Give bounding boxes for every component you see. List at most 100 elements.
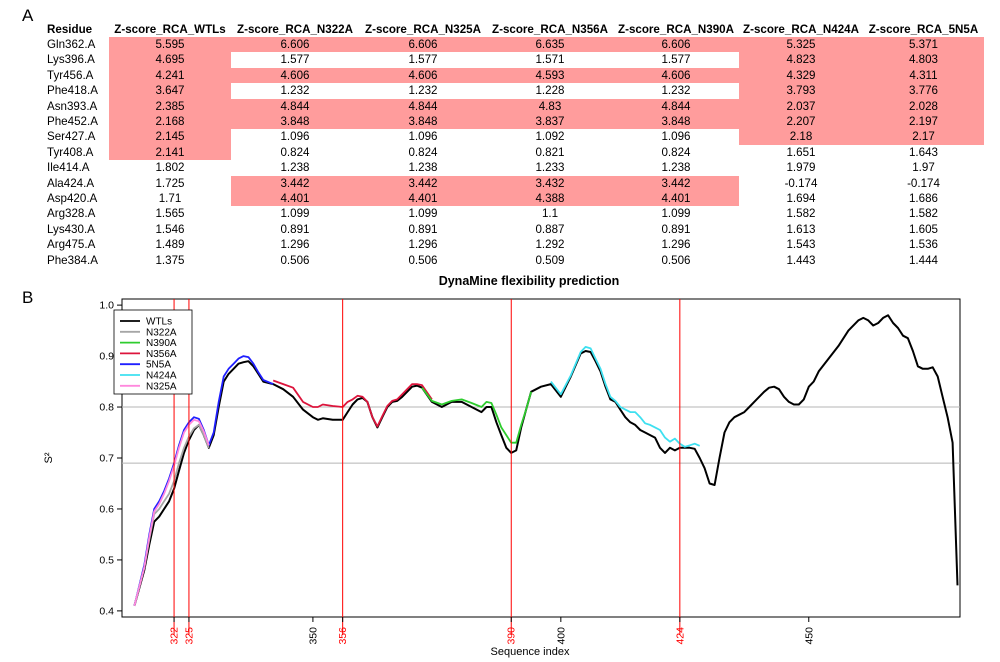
zscore-cell: 3.793	[739, 83, 863, 99]
zscore-cell: 3.442	[231, 175, 359, 192]
y-tick-label: 0.4	[99, 605, 114, 617]
zscore-cell: 1.099	[280, 207, 310, 221]
zscore-cell: 4.844	[231, 98, 359, 115]
zscore-cell: 2.141	[109, 144, 231, 161]
series-line-n424a	[550, 346, 701, 448]
zscore-cell: 0.509	[535, 253, 565, 267]
zscore-cell: 4.803	[863, 52, 984, 68]
x-tick-label: 424	[674, 627, 686, 645]
zscore-cell: 2.168	[109, 114, 231, 130]
zscore-cell: 5.325	[739, 37, 863, 53]
zscore-cell: 1.296	[661, 238, 691, 252]
zscore-cell: 3.647	[109, 83, 231, 99]
column-header: Z-score_RCA_5N5A	[868, 23, 979, 36]
zscore-cell: 4.606	[359, 67, 487, 84]
zscore-cell: 4.606	[613, 67, 739, 84]
x-tick-label: 350	[307, 627, 319, 645]
zscore-cell: 1.096	[280, 130, 310, 144]
zscore-cell: 4.401	[231, 191, 359, 207]
column-header: Z-score_RCA_N325A	[365, 23, 481, 36]
zscore-cell: 0.824	[280, 145, 310, 159]
zscore-cell: 0.824	[408, 145, 438, 159]
zscore-cell: 1.238	[408, 161, 438, 175]
residue-cell: Tyr456.A	[47, 68, 94, 82]
legend-label: N325A	[146, 381, 177, 392]
zscore-cell: 1.651	[786, 145, 816, 159]
residue-cell: Ile414.A	[47, 161, 90, 175]
zscore-cell: 1.613	[786, 222, 816, 236]
zscore-cell: 1.565	[155, 207, 185, 221]
zscore-cell: 1.686	[908, 192, 938, 206]
table-row: Tyr456.A 4.241 4.606 4.606 4.593 4.606 4.329 4.…	[43, 67, 984, 84]
zscore-cell: 1.444	[908, 253, 938, 267]
y-tick-label: 0.5	[99, 554, 114, 566]
zscore-cell: 4.311	[863, 67, 984, 84]
x-tick-label: 356	[337, 627, 349, 645]
zscore-cell: 3.848	[613, 114, 739, 130]
column-header: Z-score_RCA_WTLs	[114, 23, 226, 36]
series-line-wtls	[133, 314, 959, 607]
zscore-cell: 1.232	[280, 84, 310, 98]
residue-cell: Phe384.A	[47, 253, 98, 267]
zscore-cell: 1.296	[280, 238, 310, 252]
zscore-cell: 4.823	[739, 52, 863, 68]
series-line-n390a	[421, 387, 532, 444]
zscore-cell: 3.776	[863, 83, 984, 99]
zscore-cell: 1.292	[535, 238, 565, 252]
zscore-cell: 1.577	[280, 53, 310, 67]
y-tick-label: 0.8	[99, 402, 114, 414]
zscore-cell: 0.506	[661, 253, 691, 267]
zscore-cell: 3.432	[487, 175, 613, 192]
zscore-cell: 0.824	[661, 145, 691, 159]
legend-label: WTLs	[146, 317, 172, 328]
residue-cell: Asn393.A	[47, 99, 98, 113]
zscore-cell: 4.83	[487, 98, 613, 115]
legend-label: 5N5A	[146, 360, 171, 371]
chart-title: DynaMine flexibility prediction	[439, 274, 620, 288]
x-tick-label: 325	[183, 627, 195, 645]
zscore-cell: 4.241	[109, 67, 231, 84]
zscore-cell: 5.595	[109, 37, 231, 53]
zscore-cell: 4.606	[231, 67, 359, 84]
zscore-cell: 1.443	[786, 253, 816, 267]
zscore-cell: 2.385	[109, 98, 231, 115]
zscore-cell: 1.092	[535, 130, 565, 144]
zscore-cell: 2.197	[863, 114, 984, 130]
y-tick-label: 0.6	[99, 503, 114, 515]
zscore-cell: 3.837	[487, 114, 613, 130]
panel-label-a: A	[22, 6, 34, 25]
zscore-cell: 1.582	[908, 207, 938, 221]
zscore-cell: 1.232	[661, 84, 691, 98]
zscore-cell: 6.606	[359, 37, 487, 53]
table-row: Arg328.A 1.565 1.099 1.099 1.1 1.099 1.582 1.58…	[43, 206, 984, 221]
zscore-cell: 3.848	[359, 114, 487, 130]
legend-label: N424A	[146, 371, 177, 382]
zscore-cell: 1.375	[155, 253, 185, 267]
zscore-cell: 1.577	[661, 53, 691, 67]
column-header: Z-score_RCA_N424A	[743, 23, 859, 36]
zscore-cell: 1.296	[408, 238, 438, 252]
y-tick-label: 1.0	[99, 300, 114, 312]
table-row: Phe418.A 3.647 1.232 1.232 1.228 1.232 3.793 3.…	[43, 83, 984, 99]
series-line-n356a	[272, 379, 433, 428]
zscore-cell: 1.096	[408, 130, 438, 144]
legend-label: N356A	[146, 349, 177, 360]
zscore-cell: 2.207	[739, 114, 863, 130]
series-lines	[133, 314, 959, 607]
table-row: Ala424.A 1.725 3.442 3.442 3.432 3.442 -0.174-…	[43, 175, 984, 192]
zscore-cell: 2.145	[109, 129, 231, 145]
column-header: Z-score_RCA_N390A	[618, 23, 734, 36]
zscore-cell: 2.028	[863, 98, 984, 115]
table-row: Phe384.A 1.375 0.506 0.506 0.509 0.506 1.443 1.…	[43, 253, 984, 268]
zscore-cell: 2.17	[863, 129, 984, 145]
legend-label: N322A	[146, 327, 177, 338]
zscore-cell: 5.371	[863, 37, 984, 53]
zscore-cell: 2.037	[739, 98, 863, 115]
zscore-cell: 4.844	[613, 98, 739, 115]
table-row: Arg475.A 1.489 1.296 1.296 1.292 1.296 1.543 1.…	[43, 237, 984, 252]
zscore-cell: 1.71	[158, 192, 182, 206]
zscore-cell: 1.232	[408, 84, 438, 98]
table-row: Gln362.A 5.595 6.606 6.606 6.635 6.606 5.325 5.…	[43, 37, 984, 53]
zscore-cell: 3.442	[359, 175, 487, 192]
